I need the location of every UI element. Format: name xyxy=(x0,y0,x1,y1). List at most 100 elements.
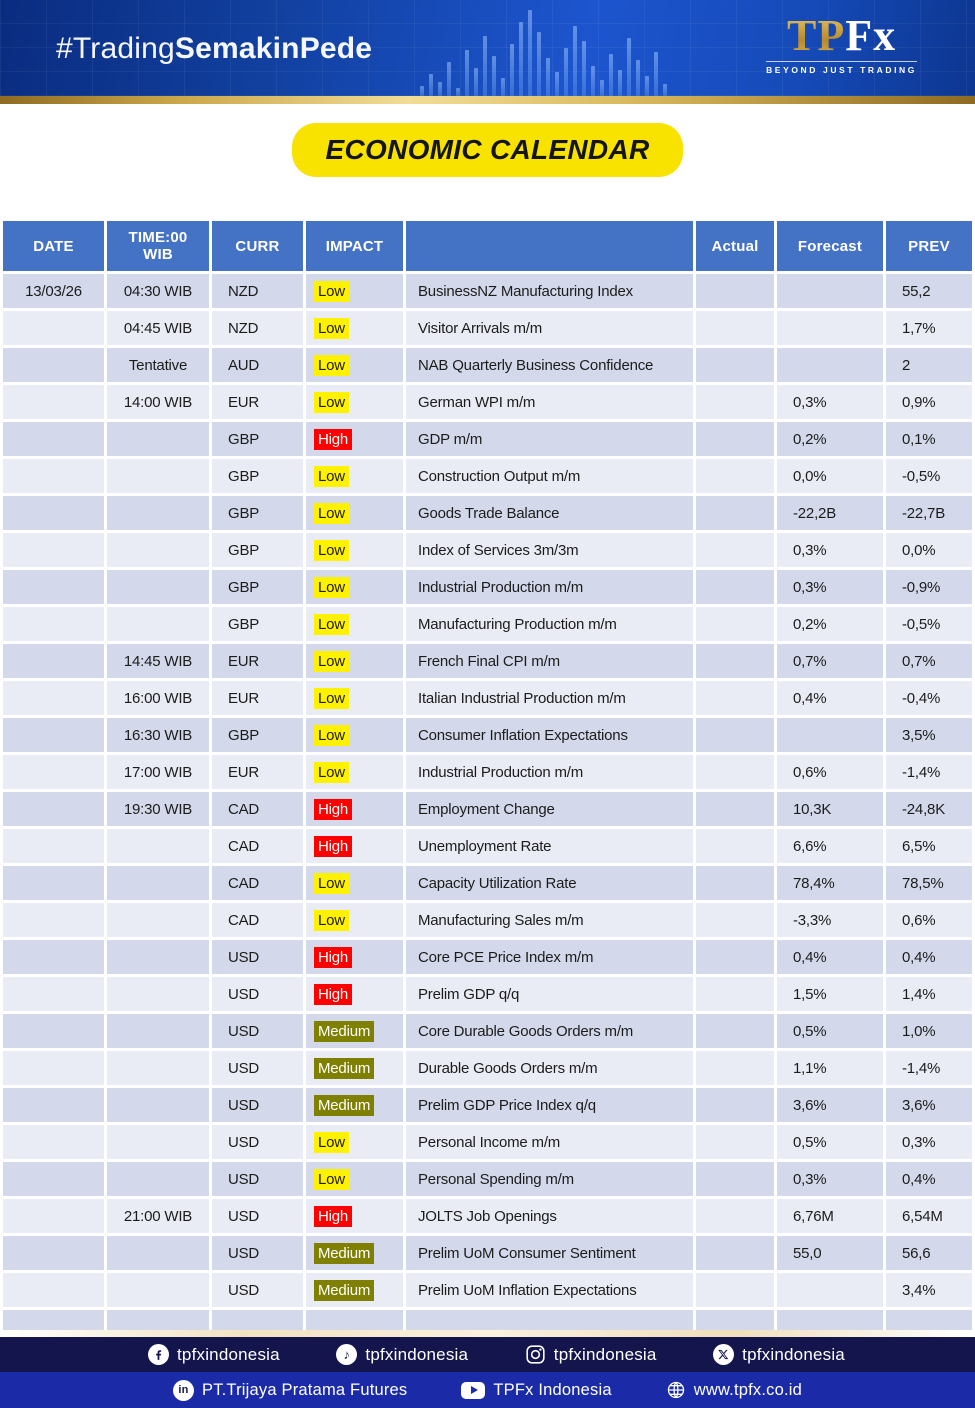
date-cell xyxy=(3,422,104,456)
forecast-cell: 0,3% xyxy=(777,385,883,419)
time-cell: 17:00 WIB xyxy=(107,755,209,789)
currency-cell: EUR xyxy=(212,385,303,419)
table-row: USD High Core PCE Price Index m/m 0,4% 0… xyxy=(3,940,972,974)
website-link[interactable]: www.tpfx.co.id xyxy=(666,1380,802,1400)
date-cell xyxy=(3,1014,104,1048)
impact-badge: Low xyxy=(314,687,349,709)
forecast-cell: 0,5% xyxy=(777,1014,883,1048)
tiktok-link[interactable]: ♪ tpfxindonesia xyxy=(336,1344,468,1365)
prev-cell: 3,5% xyxy=(886,718,972,752)
currency-cell: USD xyxy=(212,1125,303,1159)
impact-cell: Low xyxy=(306,533,403,567)
prev-cell: -0,4% xyxy=(886,681,972,715)
tiktok-icon: ♪ xyxy=(336,1344,358,1365)
actual-cell xyxy=(696,607,774,641)
impact-badge: Medium xyxy=(314,1242,375,1264)
currency-cell: CAD xyxy=(212,829,303,863)
actual-cell xyxy=(696,311,774,345)
table-row: USD Low Personal Spending m/m 0,3% 0,4% xyxy=(3,1162,972,1196)
impact-badge: High xyxy=(314,835,353,857)
column-header-event xyxy=(406,221,693,271)
table-row: 16:30 WIB GBP Low Consumer Inflation Exp… xyxy=(3,718,972,752)
time-cell xyxy=(107,496,209,530)
forecast-cell: 1,5% xyxy=(777,977,883,1011)
actual-cell xyxy=(696,1051,774,1085)
prev-cell: 0,6% xyxy=(886,903,972,937)
x-link[interactable]: tpfxindonesia xyxy=(713,1344,845,1365)
impact-cell: High xyxy=(306,829,403,863)
date-cell xyxy=(3,1199,104,1233)
currency-cell: USD xyxy=(212,1273,303,1307)
facebook-link[interactable]: tpfxindonesia xyxy=(148,1344,280,1365)
column-header-forecast: Forecast xyxy=(777,221,883,271)
logo-fx: Fx xyxy=(845,11,897,60)
currency-cell: USD xyxy=(212,977,303,1011)
forecast-cell xyxy=(777,718,883,752)
prev-cell: 55,2 xyxy=(886,274,972,308)
actual-cell xyxy=(696,1273,774,1307)
event-cell: NAB Quarterly Business Confidence xyxy=(406,348,693,382)
youtube-link[interactable]: TPFx Indonesia xyxy=(461,1380,612,1400)
company-bar: in PT.Trijaya Pratama Futures TPFx Indon… xyxy=(0,1372,975,1408)
event-cell: Durable Goods Orders m/m xyxy=(406,1051,693,1085)
actual-cell xyxy=(696,755,774,789)
impact-badge: Low xyxy=(314,317,349,339)
time-cell xyxy=(107,459,209,493)
table-row: 14:45 WIB EUR Low French Final CPI m/m 0… xyxy=(3,644,972,678)
economic-calendar-table: DATE TIME:00 WIB CURR IMPACT Actual Fore… xyxy=(0,218,975,1347)
impact-badge: Low xyxy=(314,761,349,783)
date-cell xyxy=(3,718,104,752)
top-banner: #TradingSemakinPede TPFx BEYOND JUST TRA… xyxy=(0,0,975,96)
prev-cell: 1,4% xyxy=(886,977,972,1011)
footer: tpfxindonesia ♪ tpfxindonesia tpfxindone… xyxy=(0,1330,975,1408)
event-cell: Italian Industrial Production m/m xyxy=(406,681,693,715)
impact-cell: Low xyxy=(306,570,403,604)
linkedin-link[interactable]: in PT.Trijaya Pratama Futures xyxy=(172,1379,407,1401)
event-cell: Unemployment Rate xyxy=(406,829,693,863)
event-cell: Goods Trade Balance xyxy=(406,496,693,530)
time-cell xyxy=(107,1162,209,1196)
table-row: 17:00 WIB EUR Low Industrial Production … xyxy=(3,755,972,789)
table-row: USD Medium Prelim GDP Price Index q/q 3,… xyxy=(3,1088,972,1122)
currency-cell: USD xyxy=(212,1088,303,1122)
impact-badge: Low xyxy=(314,539,349,561)
forecast-cell: 0,7% xyxy=(777,644,883,678)
impact-cell: High xyxy=(306,1199,403,1233)
column-header-impact: IMPACT xyxy=(306,221,403,271)
company-label: TPFx Indonesia xyxy=(493,1380,612,1399)
column-header-time: TIME:00 WIB xyxy=(107,221,209,271)
prev-cell: -1,4% xyxy=(886,755,972,789)
time-cell xyxy=(107,533,209,567)
prev-cell: -24,8K xyxy=(886,792,972,826)
event-cell: Personal Income m/m xyxy=(406,1125,693,1159)
impact-cell: Low xyxy=(306,718,403,752)
table-row: CAD Low Manufacturing Sales m/m -3,3% 0,… xyxy=(3,903,972,937)
date-cell xyxy=(3,903,104,937)
date-cell xyxy=(3,348,104,382)
table-row: Tentative AUD Low NAB Quarterly Business… xyxy=(3,348,972,382)
currency-cell: GBP xyxy=(212,718,303,752)
impact-cell: Low xyxy=(306,607,403,641)
actual-cell xyxy=(696,792,774,826)
date-cell xyxy=(3,681,104,715)
prev-cell: 3,6% xyxy=(886,1088,972,1122)
prev-cell: -0,5% xyxy=(886,459,972,493)
impact-cell: High xyxy=(306,940,403,974)
forecast-cell: -22,2B xyxy=(777,496,883,530)
impact-cell: Low xyxy=(306,459,403,493)
forecast-cell: 0,0% xyxy=(777,459,883,493)
actual-cell xyxy=(696,496,774,530)
impact-cell: Low xyxy=(306,348,403,382)
time-cell xyxy=(107,1125,209,1159)
impact-cell: Low xyxy=(306,681,403,715)
date-cell xyxy=(3,977,104,1011)
actual-cell xyxy=(696,422,774,456)
date-cell xyxy=(3,459,104,493)
instagram-link[interactable]: tpfxindonesia xyxy=(525,1344,657,1365)
currency-cell: USD xyxy=(212,1162,303,1196)
forecast-cell xyxy=(777,348,883,382)
forecast-cell: 0,3% xyxy=(777,570,883,604)
impact-badge: Medium xyxy=(314,1057,375,1079)
prev-cell: -22,7B xyxy=(886,496,972,530)
x-icon xyxy=(713,1344,735,1365)
